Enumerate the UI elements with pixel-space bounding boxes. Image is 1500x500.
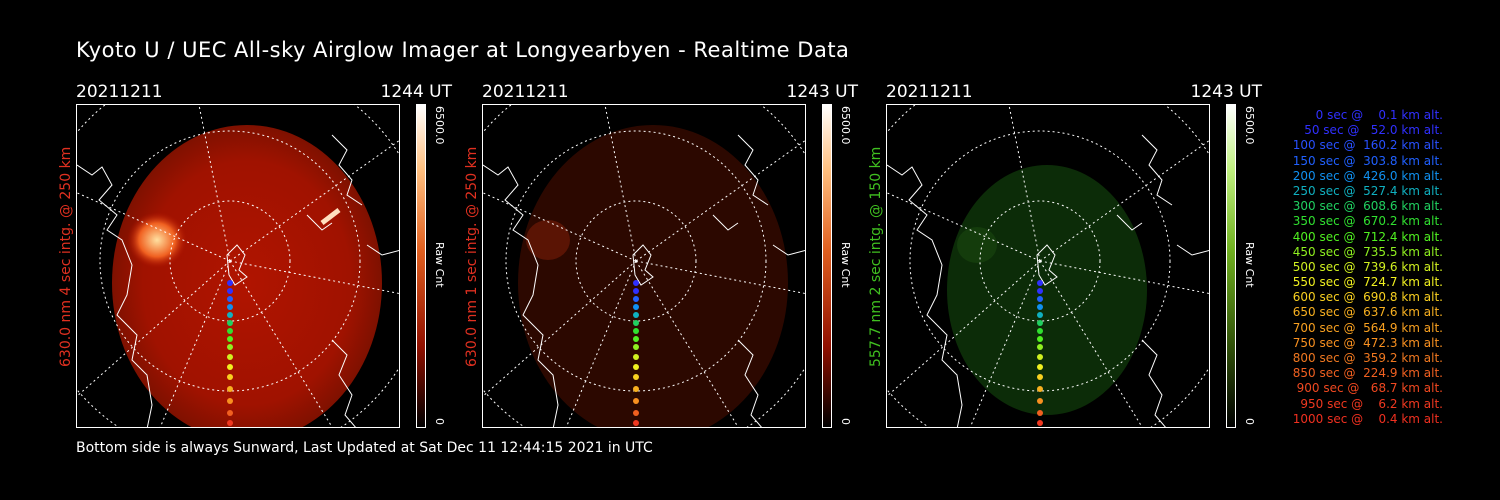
legend-row: 600 sec @ 690.8 km alt. [1288,290,1443,305]
legend-row: 450 sec @ 735.5 km alt. [1288,244,1443,259]
allsky-image-svg [483,105,805,427]
allsky-image-svg [887,105,1209,427]
legend-row: 800 sec @ 359.2 km alt. [1288,351,1443,365]
panel-date: 20211211 [886,82,973,102]
imager-panel-1: 20211211 1244 UT [58,82,452,432]
panel-time: 1244 UT [380,82,453,102]
trajectory [227,280,233,426]
footer-note: Bottom side is always Sunward, Last Upda… [76,440,653,456]
allsky-image-svg [77,105,399,427]
legend-row: 850 sec @ 224.9 km alt. [1288,366,1443,381]
airglow-region [947,165,1147,415]
airglow-region [112,125,382,427]
legend-row: 250 sec @ 527.4 km alt. [1288,183,1443,198]
colorbar [822,104,832,428]
legend-row: 1000 sec @ 0.4 km alt. [1292,411,1443,426]
panel-date: 20211211 [482,82,569,102]
legend-row: 400 sec @ 712.4 km alt. [1288,229,1443,244]
bright-spot [526,220,570,260]
legend-row: 750 sec @ 472.3 km alt. [1288,335,1443,350]
legend-row: 100 sec @ 160.2 km alt. [1288,138,1443,153]
allsky-image [76,104,400,428]
trajectory-legend: 0 sec @ 0.1 km alt. 50 sec @ 52.0 km alt… [1260,108,1443,427]
bright-spot [957,227,997,263]
imager-panel-3: 20211211 1243 UT [868,82,1262,432]
page-title: Kyoto U / UEC All-sky Airglow Imager at … [76,38,850,62]
legend-row: 650 sec @ 637.6 km alt. [1288,305,1443,320]
legend-row: 300 sec @ 608.6 km alt. [1288,199,1443,214]
imager-panel-2: 20211211 1243 UT [464,82,858,432]
bright-spot [127,212,187,268]
legend-row: 200 sec @ 426.0 km alt. [1288,168,1443,183]
panel-time: 1243 UT [786,82,859,102]
panel-time: 1243 UT [1190,82,1263,102]
legend-row: 350 sec @ 670.2 km alt. [1288,214,1443,229]
grid-lines [483,105,805,427]
grid-lines [887,105,1209,427]
legend-row: 150 sec @ 303.8 km alt. [1288,153,1443,168]
coastlines [77,134,399,427]
legend-row: 900 sec @ 68.7 km alt. [1292,381,1443,396]
trajectory [1037,280,1043,426]
colorbar [1226,104,1236,428]
coastlines [483,134,805,427]
bright-streak [320,208,341,225]
allsky-image [886,104,1210,428]
legend-row: 700 sec @ 564.9 km alt. [1288,320,1443,335]
legend-row: 500 sec @ 739.6 km alt. [1288,259,1443,274]
legend-row: 550 sec @ 724.7 km alt. [1288,275,1443,290]
legend-row: 50 sec @ 52.0 km alt. [1296,123,1443,138]
legend-row: 950 sec @ 6.2 km alt. [1296,396,1443,411]
allsky-image [482,104,806,428]
colorbar [416,104,426,428]
grid-lines [77,105,399,427]
legend-row: 0 sec @ 0.1 km alt. [1304,108,1443,122]
trajectory [633,280,639,426]
panel-date: 20211211 [76,82,163,102]
airglow-region [518,125,788,427]
coastlines [887,134,1209,427]
